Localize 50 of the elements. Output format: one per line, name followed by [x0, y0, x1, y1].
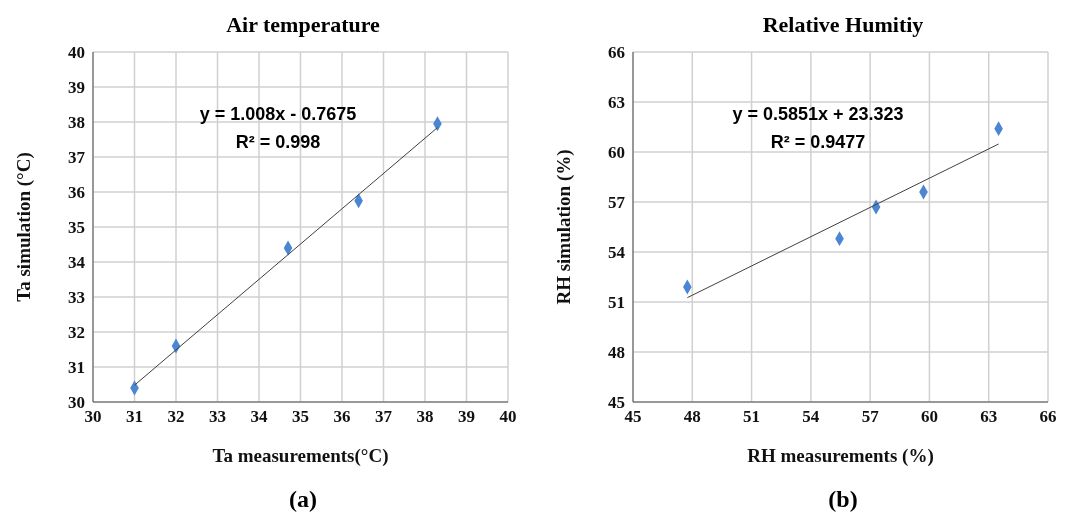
y-tick-label: 33 [68, 288, 85, 308]
x-tick-label: 31 [126, 407, 143, 427]
annotation: y = 1.008x - 0.7675 [198, 103, 358, 126]
x-tick-label: 33 [209, 407, 226, 427]
y-tick-label: 60 [608, 143, 625, 163]
x-tick-label: 34 [250, 407, 268, 427]
text: (b) [827, 486, 859, 513]
x-tick-label: 63 [980, 407, 998, 427]
x-tick-label: 45 [624, 407, 642, 427]
x-tick-label: 37 [375, 407, 393, 427]
x-tick-label: 36 [333, 407, 351, 427]
y-tick-label: 63 [608, 93, 625, 113]
x-tick-label: 38 [416, 407, 434, 427]
y-tick-label: 37 [68, 148, 86, 168]
y-tick-label: 39 [68, 78, 85, 98]
y-tick-label: 48 [608, 343, 625, 363]
x-tick-label: 57 [861, 407, 880, 427]
chart-title: Air temperature [225, 12, 381, 38]
y-tick-label: 35 [68, 218, 85, 238]
x-tick-label: 32 [167, 407, 185, 427]
y-tick-label: 31 [68, 358, 85, 378]
y-axis-title: RH simulation (%) [552, 149, 575, 305]
annotation: R² = 0.998 [234, 131, 322, 154]
x-tick-label: 48 [683, 407, 701, 427]
x-tick-label: 54 [802, 407, 820, 427]
x-tick-label: 51 [743, 407, 761, 427]
y-tick-label: 34 [68, 253, 86, 273]
y-tick-label: 30 [68, 393, 85, 413]
y-tick-label: 38 [68, 113, 85, 133]
x-axis-title: RH measurements (%) [747, 445, 934, 467]
x-tick-label: 66 [1039, 407, 1057, 427]
annotation: R² = 0.9477 [769, 131, 867, 154]
y-axis-title: Ta simulation (°C) [12, 152, 35, 302]
chart-title: Relative Humitiy [761, 12, 925, 38]
y-tick-label: 45 [608, 393, 625, 413]
y-tick-label: 40 [68, 43, 85, 63]
text: (a) [288, 486, 318, 513]
x-axis-title: Ta measurements(°C) [212, 445, 389, 467]
y-tick-label: 51 [608, 293, 625, 313]
x-tick-label: 60 [920, 407, 938, 427]
y-tick-label: 54 [608, 243, 626, 263]
x-tick-label: 35 [292, 407, 309, 427]
y-tick-label: 36 [68, 183, 85, 203]
y-tick-label: 66 [608, 43, 625, 63]
y-tick-label: 32 [68, 323, 85, 343]
x-tick-label: 30 [84, 407, 102, 427]
y-tick-label: 57 [608, 193, 626, 213]
x-tick-label: 40 [499, 407, 517, 427]
annotation: y = 0.5851x + 23.323 [731, 103, 905, 126]
x-tick-label: 39 [458, 407, 475, 427]
